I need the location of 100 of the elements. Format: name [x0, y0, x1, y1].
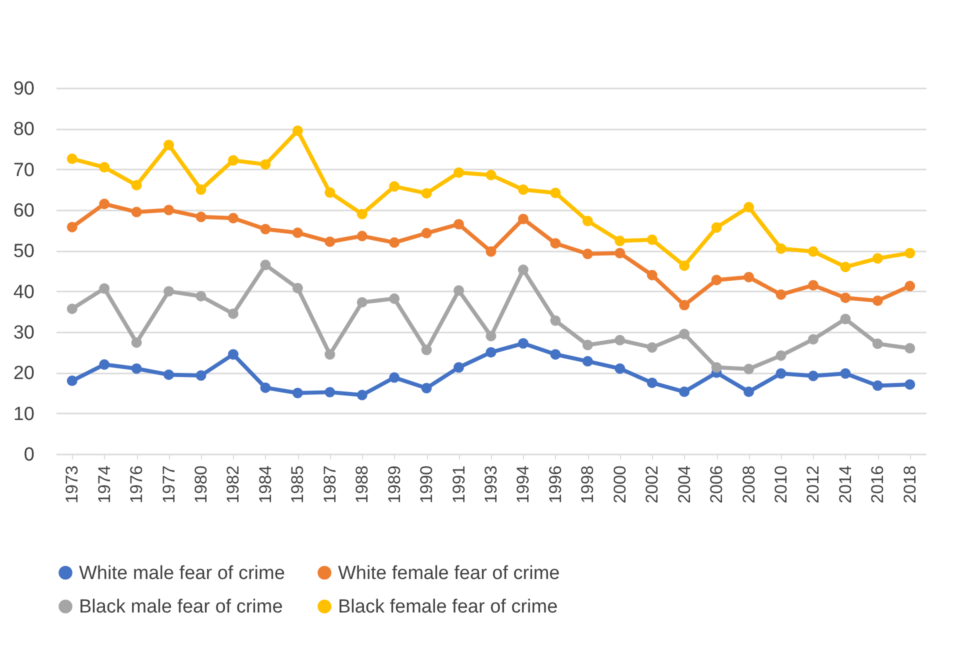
point: [292, 125, 303, 136]
y-tick-label: 20: [13, 363, 34, 384]
point: [356, 390, 368, 400]
point: [260, 159, 271, 170]
point: [131, 206, 142, 218]
point: [679, 386, 690, 398]
point: [486, 347, 496, 358]
x-tick-label: 2006: [707, 466, 726, 504]
point: [518, 338, 528, 349]
legend-label: White female fear of crime: [338, 562, 560, 584]
point: [421, 344, 432, 356]
point: [582, 248, 593, 260]
point: [228, 212, 238, 224]
point: [164, 286, 174, 297]
point: [550, 315, 561, 326]
point: [260, 260, 271, 270]
point: [872, 253, 883, 264]
y-tick-label: 10: [13, 404, 34, 425]
point: [808, 370, 818, 382]
x-tick-label: 2016: [868, 466, 888, 504]
point: [679, 300, 690, 310]
point: [550, 238, 561, 249]
point: [99, 359, 110, 370]
point: [744, 202, 754, 212]
point: [582, 356, 593, 367]
x-tick-label: 2002: [642, 466, 662, 504]
point: [646, 270, 658, 280]
point: [776, 243, 786, 254]
point: [840, 292, 851, 304]
point: [196, 370, 206, 381]
point: [454, 285, 464, 296]
point: [131, 363, 142, 374]
point: [711, 222, 722, 233]
point: [614, 334, 626, 346]
point: [164, 369, 174, 380]
point: [228, 349, 238, 360]
x-tick-label: 1985: [288, 466, 308, 504]
point: [518, 264, 528, 276]
point: [744, 272, 754, 282]
point: [711, 362, 722, 373]
point: [164, 204, 174, 216]
y-tick-label: 80: [13, 119, 34, 140]
x-tick-label: 1982: [224, 466, 243, 504]
point: [808, 280, 818, 290]
x-tick-label: 1987: [320, 466, 340, 504]
point: [324, 236, 336, 247]
point: [711, 274, 722, 286]
point: [872, 338, 883, 350]
point: [776, 368, 786, 379]
x-tick-label: 1998: [578, 466, 598, 504]
x-tick-label: 1980: [192, 466, 210, 504]
point: [872, 295, 883, 306]
point: [196, 212, 206, 222]
point: [99, 162, 110, 173]
point: [744, 386, 754, 398]
x-tick-label: 1990: [417, 466, 436, 504]
point: [646, 378, 658, 388]
point: [454, 167, 464, 178]
point: [260, 224, 271, 234]
point: [518, 184, 528, 195]
y-tick-label: 90: [13, 78, 34, 100]
point: [389, 237, 400, 248]
point: [904, 280, 916, 292]
point: [550, 188, 561, 198]
point: [292, 388, 303, 398]
point: [324, 386, 336, 398]
point: [260, 382, 271, 393]
point: [582, 340, 593, 350]
point: [808, 246, 818, 257]
point: [196, 290, 206, 302]
point: [614, 363, 626, 374]
point: [324, 187, 336, 198]
x-tick-label: 1988: [352, 466, 372, 504]
x-tick-label: 1974: [94, 466, 114, 504]
x-tick-label: 1996: [546, 466, 565, 504]
point: [872, 380, 883, 391]
point: [356, 208, 368, 220]
point: [840, 262, 851, 272]
point: [454, 362, 464, 373]
x-tick-label: 1973: [62, 466, 82, 504]
x-tick-label: 2014: [836, 466, 855, 504]
point: [66, 154, 78, 164]
x-tick-label: 2010: [772, 466, 790, 504]
point: [324, 349, 336, 360]
point: [356, 297, 368, 308]
x-tick-label: 2004: [674, 466, 694, 504]
point: [131, 337, 142, 348]
x-tick-label: 1991: [449, 466, 468, 504]
point: [776, 289, 786, 300]
point: [99, 198, 110, 210]
point: [776, 350, 786, 361]
x-tick-label: 2012: [804, 466, 823, 504]
y-tick-label: 50: [13, 241, 34, 262]
point: [66, 222, 78, 232]
x-tick-label: 1993: [482, 466, 500, 504]
x-tick-label: 1994: [514, 466, 533, 504]
x-tick-label: 1989: [384, 466, 404, 504]
point: [486, 246, 496, 257]
point: [744, 364, 754, 374]
point: [292, 228, 303, 238]
